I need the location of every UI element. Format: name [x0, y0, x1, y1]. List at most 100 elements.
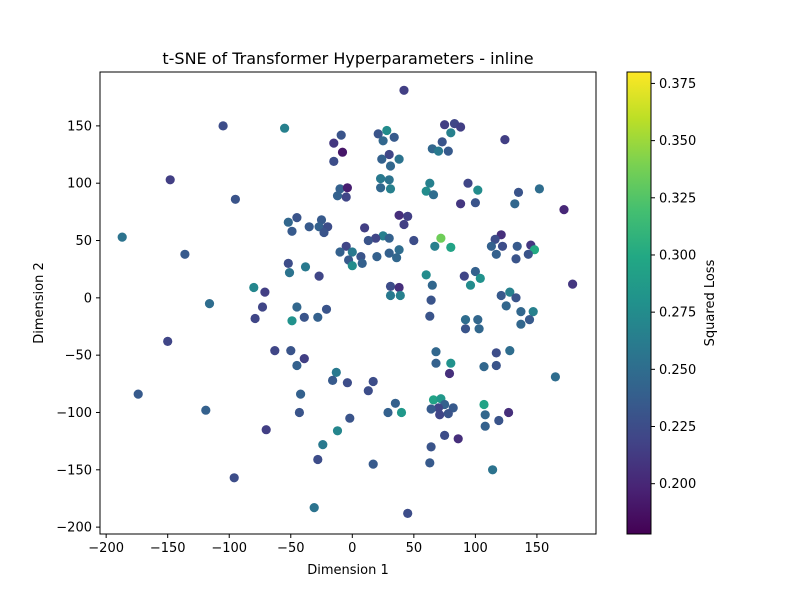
scatter-point — [313, 454, 323, 465]
colorbar-ticks: 0.200 0.225 0.250 0.275 0.300 0.325 0.350 0.375 — [651, 77, 696, 492]
y-axis-label: Dimension 2 — [32, 262, 47, 344]
colorbar-tick-label: 0.300 — [659, 248, 696, 263]
scatter-point — [296, 389, 306, 399]
scatter-point — [286, 346, 296, 356]
scatter-point — [283, 217, 293, 227]
scatter-point — [341, 241, 351, 251]
scatter-point — [347, 261, 357, 271]
scatter-point — [368, 459, 378, 469]
chart-title: t-SNE of Transformer Hyperparameters - i… — [162, 49, 533, 68]
scatter-point — [463, 178, 473, 188]
x-tick-label: −200 — [88, 541, 124, 556]
scatter-point — [421, 270, 431, 280]
scatter-point — [204, 299, 215, 309]
scatter-point — [430, 241, 440, 251]
scatter-point — [440, 430, 450, 440]
scatter-point — [399, 219, 409, 230]
scatter-point — [421, 186, 431, 196]
scatter-point — [443, 146, 453, 156]
scatter-point — [491, 249, 501, 259]
scatter-point — [504, 407, 514, 418]
scatter-point — [332, 426, 343, 436]
y-tick-label: 150 — [67, 119, 92, 134]
scatter-point — [433, 403, 444, 413]
scatter-point — [292, 213, 302, 223]
scatter-point — [292, 302, 302, 312]
scatter-point — [392, 253, 402, 263]
colorbar-tick-label: 0.375 — [659, 77, 696, 92]
scatter-point — [360, 223, 370, 233]
x-tick-label: 0 — [348, 541, 356, 556]
scatter-point — [319, 227, 329, 238]
scatter-point — [376, 174, 386, 184]
scatter-point — [409, 235, 419, 246]
scatter-point — [425, 178, 435, 188]
scatter-point — [394, 210, 404, 220]
scatter-point — [363, 386, 373, 396]
scatter-point — [395, 290, 405, 301]
scatter-point — [383, 407, 393, 418]
scatter-point — [460, 324, 471, 334]
scatter-point — [394, 154, 404, 164]
scatter-point — [371, 233, 381, 243]
scatter-point — [480, 421, 490, 431]
scatter-point — [513, 187, 524, 197]
colorbar-tick-label: 0.325 — [659, 191, 696, 206]
x-tick-label: 50 — [406, 541, 423, 556]
colorbar-tick-label: 0.225 — [659, 420, 696, 435]
scatter-point — [444, 368, 455, 379]
scatter-point — [316, 215, 327, 225]
scatter-point — [403, 508, 413, 518]
scatter-point — [516, 307, 526, 317]
scatter-point — [357, 258, 367, 268]
scatter-point — [480, 410, 490, 420]
scatter-point — [363, 235, 373, 246]
scatter-point — [180, 249, 190, 259]
scatter-point — [428, 190, 439, 200]
scatter-point — [524, 315, 535, 325]
scatter-point — [443, 409, 453, 419]
scatter-point — [459, 271, 469, 281]
y-axis-ticks: −200 −150 −100 −50 0 50 100 150 — [56, 119, 100, 536]
scatter-point — [163, 336, 173, 346]
scatter-point — [300, 262, 311, 272]
scatter-point — [425, 311, 435, 321]
scatter-point — [473, 315, 483, 325]
scatter-point — [201, 405, 211, 415]
scatter-point — [456, 122, 466, 132]
scatter-point — [336, 130, 346, 140]
scatter-point — [329, 138, 339, 148]
scatter-point — [396, 407, 407, 418]
scatter-point — [394, 245, 404, 255]
scatter-point — [488, 465, 498, 475]
scatter-point — [261, 425, 271, 435]
scatter-point — [218, 121, 228, 131]
scatter-point — [494, 415, 504, 426]
scatter-point — [470, 266, 480, 277]
scatter-point — [332, 191, 343, 201]
scatter-point — [229, 473, 239, 483]
scatter-point — [500, 135, 510, 145]
scatter-point — [384, 149, 394, 160]
scatter-point — [356, 252, 366, 262]
scatter-point — [550, 372, 561, 382]
x-tick-label: −100 — [211, 541, 247, 556]
scatter-point — [165, 175, 175, 185]
scatter-point — [491, 360, 501, 371]
scatter-point — [486, 241, 496, 251]
scatter-point — [473, 185, 483, 195]
scatter-point — [368, 376, 378, 387]
scatter-point — [384, 175, 394, 185]
scatter-point — [280, 123, 290, 133]
scatter-point — [337, 147, 348, 157]
scatter-point — [331, 367, 341, 377]
scatter-point — [403, 211, 413, 221]
scatter-point — [431, 347, 441, 357]
scatter-point — [389, 132, 399, 142]
scatter-point — [428, 395, 439, 405]
scatter-point — [284, 268, 295, 278]
y-tick-label: 50 — [75, 234, 92, 249]
x-tick-label: 150 — [525, 541, 550, 556]
x-tick-label: −150 — [150, 541, 186, 556]
scatter-point — [314, 271, 324, 281]
